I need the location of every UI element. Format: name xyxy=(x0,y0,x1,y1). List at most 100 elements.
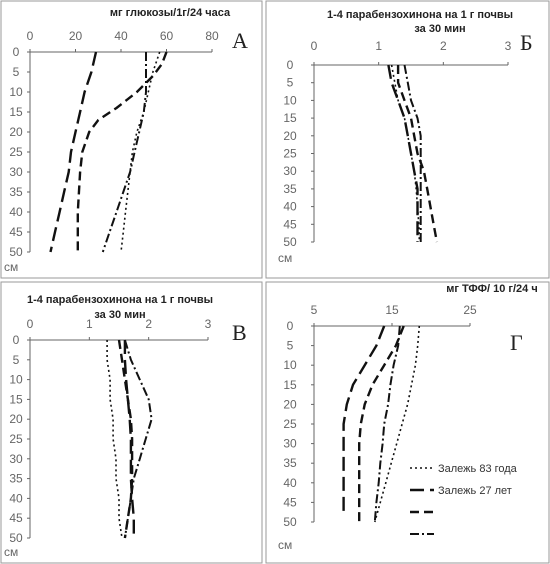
panel-frame-b xyxy=(265,0,550,279)
y-tick-label: 40 xyxy=(283,200,297,214)
y-tick-label: 30 xyxy=(283,164,297,178)
panel-letter: Г xyxy=(510,330,523,355)
y-tick-label: 25 xyxy=(9,432,23,446)
y-tick-label: 25 xyxy=(283,147,297,161)
y-tick-label: 5 xyxy=(13,353,20,367)
x-tick-label: 15 xyxy=(385,303,399,317)
panel-letter: Б xyxy=(520,30,533,55)
panel-title: мг глюкозы/1г/24 часа xyxy=(110,7,231,19)
y-tick-label: 35 xyxy=(9,472,23,486)
panel-title-line-1: 1-4 парабензохинона на 1 г почвы xyxy=(27,294,213,306)
y-tick-label: 50 xyxy=(283,515,297,529)
y-axis-label: см xyxy=(278,251,292,265)
y-tick-label: 5 xyxy=(287,76,294,90)
y-tick-label: 15 xyxy=(283,111,297,125)
y-tick-label: 10 xyxy=(283,93,297,107)
y-axis-label: см xyxy=(278,538,292,552)
series-line-dash-dot xyxy=(403,64,422,242)
x-tick-label: 0 xyxy=(27,29,34,43)
y-tick-label: 30 xyxy=(9,452,23,466)
series-line-dotted xyxy=(120,51,161,253)
y-tick-label: 0 xyxy=(13,45,20,59)
x-tick-label: 3 xyxy=(505,39,512,53)
y-tick-label: 15 xyxy=(9,392,23,406)
y-tick-label: 20 xyxy=(283,397,297,411)
x-tick-label: 1 xyxy=(375,39,382,53)
y-tick-label: 35 xyxy=(283,182,297,196)
series-line-dash xyxy=(358,325,405,522)
series-line-long-dash xyxy=(123,340,135,538)
y-tick-label: 40 xyxy=(9,491,23,505)
y-tick-label: 10 xyxy=(9,373,23,387)
panel-title: мг ТФФ/ 10 г/24 ч xyxy=(446,283,537,295)
series-line-dash-dot xyxy=(101,52,147,253)
panel-g: Г мг ТФФ/ 10 г/24 ч см 5 15 25 0 5 10 15 20 25 30… xyxy=(278,283,538,552)
y-tick-label: 35 xyxy=(9,185,23,199)
x-tick-label: 3 xyxy=(205,317,212,331)
y-tick-label: 0 xyxy=(13,333,20,347)
y-tick-label: 30 xyxy=(9,165,23,179)
series-line-dash-dot xyxy=(123,339,153,539)
y-tick-label: 10 xyxy=(9,85,23,99)
x-tick-label: 80 xyxy=(205,29,219,43)
series-line-dash xyxy=(396,65,439,243)
x-tick-label: 25 xyxy=(463,303,477,317)
y-tick-label: 40 xyxy=(9,205,23,219)
legend-label: Залежь 83 года xyxy=(438,463,518,475)
y-tick-label: 45 xyxy=(9,225,23,239)
x-tick-label: 1 xyxy=(86,317,93,331)
y-tick-label: 35 xyxy=(283,456,297,470)
panel-letter: В xyxy=(232,320,247,345)
x-tick-label: 20 xyxy=(69,29,83,43)
panel-frame-g xyxy=(265,281,550,564)
x-tick-label: 40 xyxy=(114,29,128,43)
panel-frame-a xyxy=(0,0,263,279)
x-tick-label: 2 xyxy=(145,317,152,331)
y-tick-label: 20 xyxy=(9,125,23,139)
panel-frame-v xyxy=(0,281,263,564)
series-line-long-dash xyxy=(342,325,386,515)
y-tick-label: 5 xyxy=(287,339,294,353)
y-tick-label: 45 xyxy=(283,217,297,231)
series-line-dash xyxy=(117,339,134,539)
y-tick-label: 5 xyxy=(13,65,20,79)
y-tick-label: 50 xyxy=(283,235,297,249)
y-axis-label: см xyxy=(4,260,18,274)
panel-letter: А xyxy=(232,28,248,53)
y-tick-label: 45 xyxy=(283,495,297,509)
x-tick-label: 2 xyxy=(440,39,447,53)
series-line-dash xyxy=(76,51,168,252)
series-line-dotted xyxy=(374,325,421,523)
y-tick-label: 15 xyxy=(9,105,23,119)
panel-title-line-2: за 30 мин xyxy=(94,309,145,321)
series-line-dash-dot xyxy=(373,325,401,523)
panel-b: Б 1-4 парабензохинона на 1 г почвы за 30… xyxy=(278,9,533,265)
y-tick-label: 30 xyxy=(283,437,297,451)
y-tick-label: 10 xyxy=(283,358,297,372)
y-tick-label: 20 xyxy=(283,129,297,143)
y-tick-label: 25 xyxy=(9,145,23,159)
panel-title-line-1: 1-4 парабензохинона на 1 г почвы xyxy=(327,9,513,21)
y-tick-label: 0 xyxy=(287,319,294,333)
x-tick-label: 0 xyxy=(311,39,318,53)
series-line-long-dash xyxy=(49,51,98,253)
x-tick-label: 60 xyxy=(160,29,174,43)
y-tick-label: 25 xyxy=(283,417,297,431)
y-tick-label: 0 xyxy=(287,58,294,72)
y-tick-label: 15 xyxy=(283,378,297,392)
x-tick-label: 0 xyxy=(27,317,34,331)
series-line-dotted xyxy=(106,340,123,539)
y-tick-label: 20 xyxy=(9,412,23,426)
panel-title-line-2: за 30 мин xyxy=(414,23,465,35)
series-line-long-dash xyxy=(387,64,419,242)
y-tick-label: 50 xyxy=(9,245,23,259)
panel-a: А мг глюкозы/1г/24 часа см 0 20 40 60 80 0 5 10… xyxy=(4,7,248,274)
y-tick-label: 40 xyxy=(283,476,297,490)
x-tick-label: 5 xyxy=(311,303,318,317)
legend-label: Залежь 27 лет xyxy=(438,485,512,497)
y-tick-label: 50 xyxy=(9,531,23,545)
y-tick-label: 45 xyxy=(9,511,23,525)
y-axis-label: см xyxy=(4,545,18,559)
panel-v: В 1-4 парабензохинона на 1 г почвы за 30… xyxy=(4,294,247,559)
